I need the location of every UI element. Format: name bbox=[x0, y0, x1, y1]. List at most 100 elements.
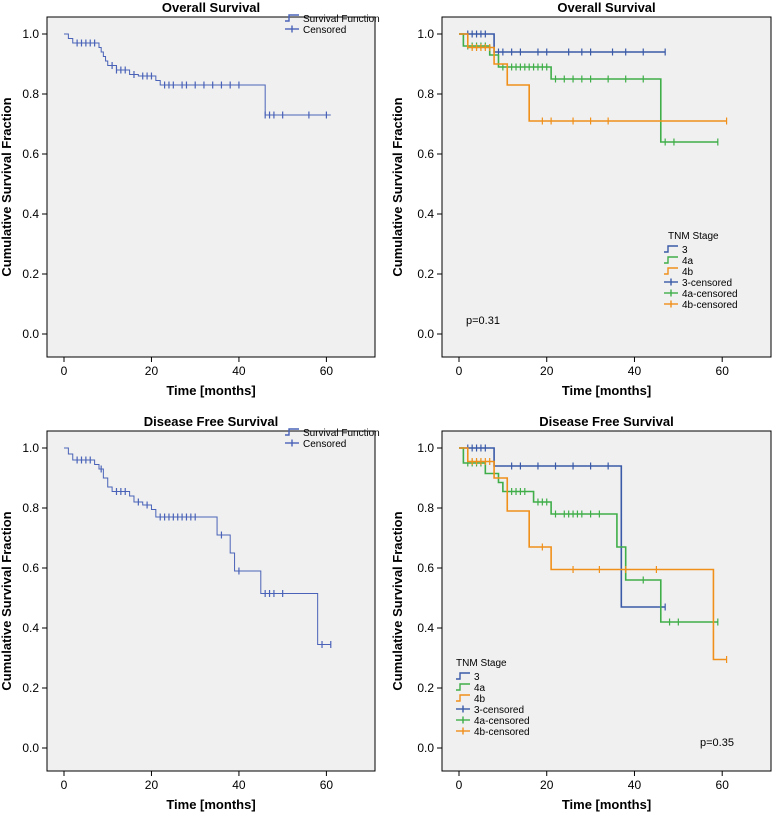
x-tick-label: 0 bbox=[456, 364, 463, 378]
legend-entry: Survival Function bbox=[303, 14, 380, 25]
legend-entry: 4b bbox=[474, 694, 486, 705]
x-tick-label: 60 bbox=[320, 778, 334, 792]
legend-swatch bbox=[664, 245, 678, 253]
y-tick-label: 1.0 bbox=[22, 27, 39, 41]
series-3 bbox=[459, 444, 666, 611]
y-tick-label: 0.8 bbox=[22, 501, 39, 515]
x-tick-label: 0 bbox=[61, 778, 68, 792]
x-tick-label: 0 bbox=[456, 778, 463, 792]
y-axis-label: Cumulative Survival Fraction bbox=[0, 97, 14, 276]
y-tick-label: 0.0 bbox=[22, 741, 39, 755]
y-tick-label: 0.0 bbox=[22, 327, 39, 341]
legend-swatch bbox=[664, 256, 678, 264]
chart-title: Disease Free Survival bbox=[539, 414, 673, 429]
x-tick-label: 20 bbox=[145, 778, 159, 792]
survival-curve bbox=[64, 447, 331, 645]
survival-curve bbox=[459, 33, 727, 122]
x-tick-label: 40 bbox=[628, 778, 642, 792]
legend-entry: 4a-censored bbox=[474, 716, 530, 727]
y-tick-label: 1.0 bbox=[22, 441, 39, 455]
p-value-annotation: p=0.31 bbox=[466, 315, 500, 327]
x-axis-label: Time [months] bbox=[166, 797, 255, 812]
x-tick-label: 40 bbox=[628, 364, 642, 378]
y-tick-label: 0.4 bbox=[417, 621, 434, 635]
chart-panel-2: Overall Survival 0.0 0.2 0.4 0.6 0.8 1.0 0 20 40 6… bbox=[390, 0, 772, 398]
x-axis-label: Time [months] bbox=[166, 383, 255, 398]
y-tick-label: 0.8 bbox=[417, 501, 434, 515]
chart-panel-3: Disease Free Survival0.00.20.40.60.81.00… bbox=[0, 414, 380, 812]
y-tick-label: 0.4 bbox=[22, 621, 39, 635]
y-tick-label: 0.6 bbox=[22, 147, 39, 161]
x-axis: 0 20 40 60 bbox=[61, 357, 334, 378]
x-axis: 0 20 40 60 bbox=[456, 357, 730, 378]
legend-entry: 3-censored bbox=[682, 278, 732, 289]
legend-swatch bbox=[456, 694, 470, 702]
y-axis: 0.0 0.2 0.4 0.6 0.8 1.0 bbox=[417, 27, 442, 341]
x-axis: 0 20 40 60 bbox=[61, 771, 334, 792]
y-tick-label: 0.2 bbox=[417, 267, 434, 281]
plot-area bbox=[441, 16, 772, 358]
legend-entry: 4b-censored bbox=[474, 727, 530, 738]
plot-area bbox=[441, 430, 772, 772]
y-axis: 0.0 0.2 0.4 0.6 0.8 1.0 bbox=[22, 27, 47, 341]
x-axis-label: Time [months] bbox=[562, 383, 651, 398]
x-tick-label: 0 bbox=[61, 364, 68, 378]
y-tick-label: 0.6 bbox=[22, 561, 39, 575]
y-tick-label: 0.2 bbox=[22, 267, 39, 281]
series-survival-function bbox=[64, 33, 331, 119]
y-tick-label: 0.2 bbox=[22, 681, 39, 695]
series-4b bbox=[459, 447, 728, 663]
y-tick-label: 1.0 bbox=[417, 441, 434, 455]
legend-entry: 4a bbox=[474, 683, 486, 694]
y-tick-label: 0.6 bbox=[417, 147, 434, 161]
survival-curve bbox=[459, 447, 666, 608]
x-tick-label: 60 bbox=[716, 778, 730, 792]
survival-curve bbox=[459, 33, 718, 143]
legend-entry: 3-censored bbox=[474, 705, 524, 716]
y-tick-label: 0.8 bbox=[417, 87, 434, 101]
x-tick-label: 20 bbox=[540, 778, 554, 792]
x-axis: 0 20 40 60 bbox=[456, 771, 730, 792]
legend-entry: Censored bbox=[303, 439, 346, 450]
legend-entry: 4a-censored bbox=[682, 289, 738, 300]
legend-swatch bbox=[285, 14, 299, 22]
legend-entry: 4a bbox=[682, 256, 694, 267]
series-survival-function bbox=[64, 447, 332, 648]
chart-title: Overall Survival bbox=[162, 0, 260, 15]
y-axis-label: Cumulative Survival Fraction bbox=[390, 97, 405, 276]
y-axis-label: Cumulative Survival Fraction bbox=[390, 511, 405, 690]
series-3 bbox=[459, 30, 666, 56]
y-axis: 0.0 0.2 0.4 0.6 0.8 1.0 bbox=[417, 441, 442, 755]
legend: TNM Stage 34a4b3-censored4a-censored4b-ce… bbox=[456, 658, 530, 738]
legend-title: TNM Stage bbox=[456, 658, 507, 669]
x-tick-label: 20 bbox=[540, 364, 554, 378]
chart-title: Overall Survival bbox=[557, 0, 655, 15]
legend-entry: 4b bbox=[682, 267, 694, 278]
chart-panel-1: Overall Survival 0.0 0.2 0.4 0.6 0.8 1.0 0 20 40 6… bbox=[0, 0, 380, 398]
legend-swatch bbox=[456, 672, 470, 680]
y-tick-label: 0.8 bbox=[22, 87, 39, 101]
x-tick-label: 20 bbox=[145, 364, 159, 378]
x-axis-label: Time [months] bbox=[562, 797, 651, 812]
legend-entry: 3 bbox=[682, 245, 688, 256]
plot-area bbox=[46, 430, 376, 772]
x-tick-label: 40 bbox=[232, 364, 246, 378]
series-4b bbox=[459, 33, 728, 125]
legend-entry: Survival Function bbox=[303, 428, 380, 439]
p-value-annotation: p=0.35 bbox=[700, 737, 734, 749]
legend-entry: 4b-censored bbox=[682, 300, 738, 311]
y-tick-label: 0.0 bbox=[417, 741, 434, 755]
legend-entry: 3 bbox=[474, 672, 480, 683]
chart-title: Disease Free Survival bbox=[144, 414, 278, 429]
x-tick-label: 60 bbox=[320, 364, 334, 378]
legend: TNM Stage 34a4b3-censored4a-censored4b-ce… bbox=[664, 231, 738, 311]
y-tick-label: 0.0 bbox=[417, 327, 434, 341]
chart-panel-4: Disease Free Survival0.00.20.40.60.81.00… bbox=[390, 414, 772, 812]
legend-title: TNM Stage bbox=[668, 231, 719, 242]
x-tick-label: 60 bbox=[716, 364, 730, 378]
y-tick-label: 0.4 bbox=[417, 207, 434, 221]
y-axis: 0.0 0.2 0.4 0.6 0.8 1.0 bbox=[22, 441, 47, 755]
